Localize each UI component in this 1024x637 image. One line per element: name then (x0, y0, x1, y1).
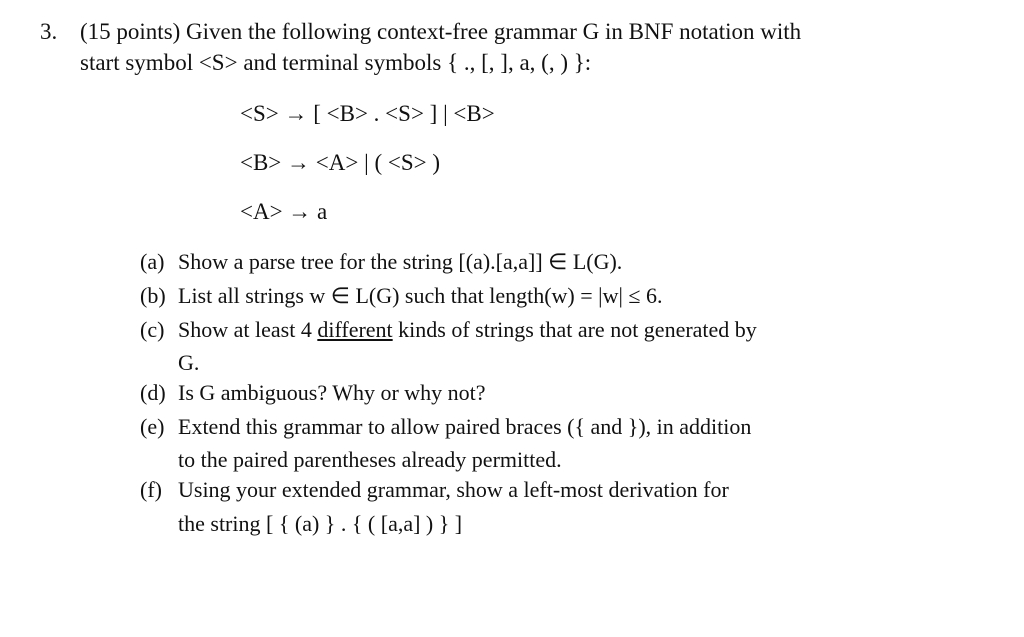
part-c-continue: G. (178, 348, 984, 378)
part-b: (b) List all strings w ∈ L(G) such that … (140, 281, 984, 311)
part-b-text: List all strings w ∈ L(G) such that leng… (178, 281, 984, 311)
part-b-label: (b) (140, 281, 178, 311)
question-parts: (a) Show a parse tree for the string [(a… (140, 247, 984, 538)
part-d-text: Is G ambiguous? Why or why not? (178, 378, 984, 408)
part-c-suffix: kinds of strings that are not generated … (393, 317, 757, 342)
part-c: (c) Show at least 4 different kinds of s… (140, 315, 984, 345)
grammar-rule-s: <S> → [ <B> . <S> ] | <B> (240, 98, 984, 129)
part-d: (d) Is G ambiguous? Why or why not? (140, 378, 984, 408)
part-c-text: Show at least 4 different kinds of strin… (178, 315, 984, 345)
grammar-rule-b: <B> → <A> | ( <S> ) (240, 147, 984, 178)
part-e-continue: to the paired parentheses already permit… (178, 445, 984, 475)
part-f-label: (f) (140, 475, 178, 505)
part-c-underlined: different (317, 317, 392, 342)
question-header: 3. (15 points) Given the following conte… (40, 16, 984, 78)
part-a-label: (a) (140, 247, 178, 277)
part-c-label: (c) (140, 315, 178, 345)
question-number: 3. (40, 16, 80, 78)
part-e-label: (e) (140, 412, 178, 442)
part-a-text: Show a parse tree for the string [(a).[a… (178, 247, 984, 277)
part-c-prefix: Show at least 4 (178, 317, 317, 342)
part-e-text: Extend this grammar to allow paired brac… (178, 412, 984, 442)
exam-question-page: 3. (15 points) Given the following conte… (0, 0, 1024, 637)
intro-line-1: (15 points) Given the following context-… (80, 16, 984, 47)
intro-line-2: start symbol <S> and terminal symbols { … (80, 47, 984, 78)
part-f-continue: the string [ { (a) } . { ( [a,a] ) } ] (178, 509, 984, 539)
part-e: (e) Extend this grammar to allow paired … (140, 412, 984, 442)
question-intro: (15 points) Given the following context-… (80, 16, 984, 78)
part-f-text: Using your extended grammar, show a left… (178, 475, 984, 505)
part-a: (a) Show a parse tree for the string [(a… (140, 247, 984, 277)
grammar-rule-a: <A> → a (240, 196, 984, 227)
grammar-block: <S> → [ <B> . <S> ] | <B> <B> → <A> | ( … (240, 98, 984, 227)
part-d-label: (d) (140, 378, 178, 408)
part-f: (f) Using your extended grammar, show a … (140, 475, 984, 505)
